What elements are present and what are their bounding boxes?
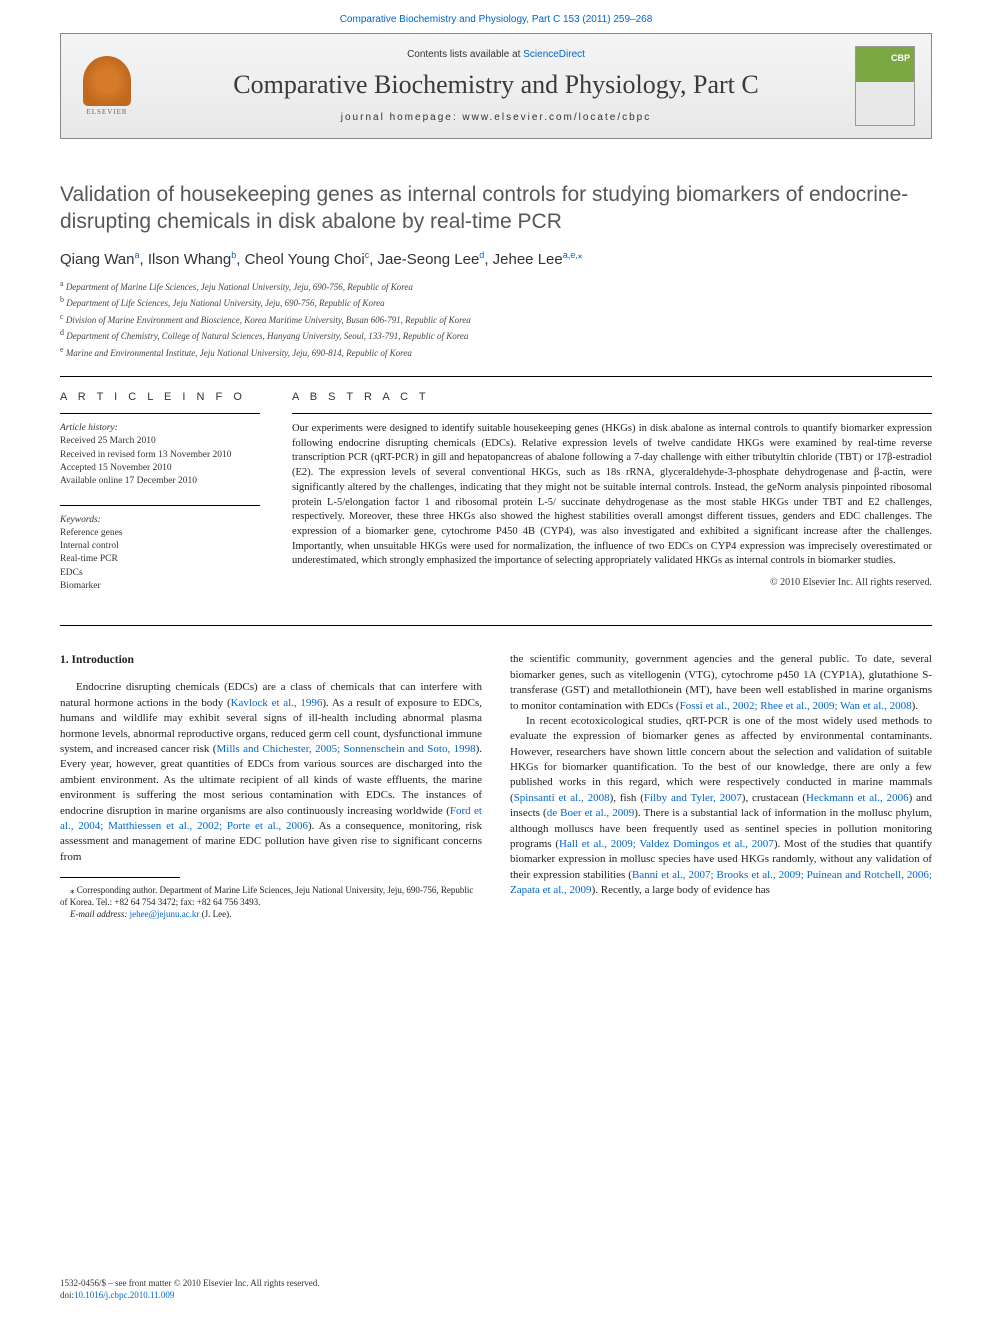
keyword-1: Reference genes [60,527,260,540]
cite-hall[interactable]: Hall et al., 2009; Valdez Domingos et al… [559,838,774,850]
author-3: Cheol Young Choi [245,251,365,268]
cite-filby[interactable]: Filby and Tyler, 2007 [644,792,742,804]
keyword-4: EDCs [60,567,260,580]
elsevier-text: ELSEVIER [86,108,127,116]
author-list: Qiang Wana, Ilson Whangb, Cheol Young Ch… [60,250,932,268]
abstract-heading: A B S T R A C T [292,391,932,403]
cite-spinsanti[interactable]: Spinsanti et al., 2008 [514,792,610,804]
keyword-3: Real-time PCR [60,553,260,566]
history-4: Available online 17 December 2010 [60,475,260,488]
footnote-separator [60,877,180,878]
history-2: Received in revised form 13 November 201… [60,449,260,462]
journal-name: Comparative Biochemistry and Physiology,… [153,70,839,100]
body-columns: 1. Introduction Endocrine disrupting che… [60,652,932,920]
author-5-sup: a,e, [563,250,578,260]
page-footer: 1532-0456/$ – see front matter © 2010 El… [60,1277,320,1301]
aff-a-text: Department of Marine Life Sciences, Jeju… [66,282,413,292]
email-footnote: E-mail address: jehee@jejunu.ac.kr (J. L… [60,908,482,920]
sciencedirect-link[interactable]: ScienceDirect [523,49,585,60]
intro-heading: 1. Introduction [60,652,482,668]
journal-header: ELSEVIER Contents lists available at Sci… [60,33,932,139]
aff-e-sup: e [60,345,64,354]
cite-mills[interactable]: Mills and Chichester, 2005; Sonnenschein… [216,743,475,755]
affiliation-d: d Department of Chemistry, College of Na… [60,327,932,344]
elsevier-logo: ELSEVIER [77,51,137,121]
history-label: Article history: [60,422,260,435]
header-center: Contents lists available at ScienceDirec… [153,49,839,123]
info-abstract-row: A R T I C L E I N F O Article history: R… [60,391,932,609]
contents-line: Contents lists available at ScienceDirec… [153,49,839,60]
abstract-divider [292,413,932,414]
aff-e-text: Marine and Environmental Institute, Jeju… [66,348,412,358]
author-1: Qiang Wan [60,251,134,268]
elsevier-tree-icon [83,56,131,106]
cite-deboer[interactable]: de Boer et al., 2009 [547,807,635,819]
author-5: Jehee Lee [493,251,563,268]
p2b: ). [912,700,918,712]
aff-d-text: Department of Chemistry, College of Natu… [66,331,468,341]
article-history: Article history: Received 25 March 2010 … [60,422,260,488]
p3c: ), crustacean ( [742,792,806,804]
article-info: A R T I C L E I N F O Article history: R… [60,391,260,609]
author-4-sup: d [479,250,484,260]
doi-link[interactable]: 10.1016/j.cbpc.2010.11.009 [74,1290,174,1300]
info-divider-1 [60,413,260,414]
email-link[interactable]: jehee@jejunu.ac.kr [130,909,200,919]
history-3: Accepted 15 November 2010 [60,462,260,475]
aff-a-sup: a [60,279,64,288]
journal-citation: Comparative Biochemistry and Physiology,… [0,0,992,33]
info-divider-2 [60,505,260,506]
divider-top [60,376,932,377]
author-4: Jae-Seong Lee [378,251,480,268]
cite-kavlock[interactable]: Kavlock et al., 1996 [231,697,323,709]
body-right-column: the scientific community, government age… [510,652,932,920]
abstract-copyright: © 2010 Elsevier Inc. All rights reserved… [292,577,932,588]
keywords-label: Keywords: [60,514,260,527]
author-2-sup: b [231,250,236,260]
keyword-5: Biomarker [60,580,260,593]
article-info-heading: A R T I C L E I N F O [60,391,260,403]
affiliations: a Department of Marine Life Sciences, Je… [60,278,932,361]
homepage-prefix: journal homepage: [341,112,463,123]
p3b: ), fish ( [610,792,644,804]
author-2: Ilson Whang [148,251,231,268]
aff-c-text: Division of Marine Environment and Biosc… [66,315,471,325]
abstract: A B S T R A C T Our experiments were des… [292,391,932,609]
doi-prefix: doi: [60,1290,74,1300]
body-left-column: 1. Introduction Endocrine disrupting che… [60,652,482,920]
affiliation-b: b Department of Life Sciences, Jeju Nati… [60,294,932,311]
email-label: E-mail address: [70,909,130,919]
keyword-2: Internal control [60,540,260,553]
aff-d-sup: d [60,328,64,337]
contents-prefix: Contents lists available at [407,49,523,60]
intro-para-1: Endocrine disrupting chemicals (EDCs) ar… [60,680,482,865]
footer-doi: doi:10.1016/j.cbpc.2010.11.009 [60,1289,320,1301]
affiliation-e: e Marine and Environmental Institute, Je… [60,344,932,361]
aff-b-sup: b [60,295,64,304]
p3g: ). Recently, a large body of evidence ha… [592,884,770,896]
p3a: In recent ecotoxicological studies, qRT-… [510,715,932,804]
journal-cover-icon [855,46,915,126]
corresponding-footnote: ⁎ Corresponding author. Department of Ma… [60,884,482,908]
corresponding-star-icon: ⁎ [578,250,583,260]
homepage-line: journal homepage: www.elsevier.com/locat… [153,112,839,123]
author-1-sup: a [134,250,139,260]
article-title: Validation of housekeeping genes as inte… [60,181,932,236]
intro-para-1-cont: the scientific community, government age… [510,652,932,714]
author-3-sup: c [365,250,370,260]
keywords-block: Keywords: Reference genes Internal contr… [60,514,260,594]
intro-para-2: In recent ecotoxicological studies, qRT-… [510,714,932,899]
cite-heckmann[interactable]: Heckmann et al., 2006 [806,792,909,804]
email-suffix: (J. Lee). [199,909,231,919]
abstract-text: Our experiments were designed to identif… [292,422,932,569]
aff-b-text: Department of Life Sciences, Jeju Nation… [66,298,384,308]
aff-c-sup: c [60,312,64,321]
history-1: Received 25 March 2010 [60,435,260,448]
cite-fossi[interactable]: Fossi et al., 2002; Rhee et al., 2009; W… [680,700,912,712]
homepage-url[interactable]: www.elsevier.com/locate/cbpc [462,112,651,123]
divider-bottom [60,625,932,626]
footer-copyright: 1532-0456/$ – see front matter © 2010 El… [60,1277,320,1289]
affiliation-c: c Division of Marine Environment and Bio… [60,311,932,328]
affiliation-a: a Department of Marine Life Sciences, Je… [60,278,932,295]
